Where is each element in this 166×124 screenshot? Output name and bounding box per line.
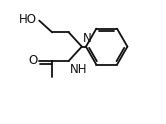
Text: N: N xyxy=(83,32,91,45)
Text: NH: NH xyxy=(70,63,87,76)
Text: O: O xyxy=(29,54,38,67)
Text: HO: HO xyxy=(19,13,37,26)
